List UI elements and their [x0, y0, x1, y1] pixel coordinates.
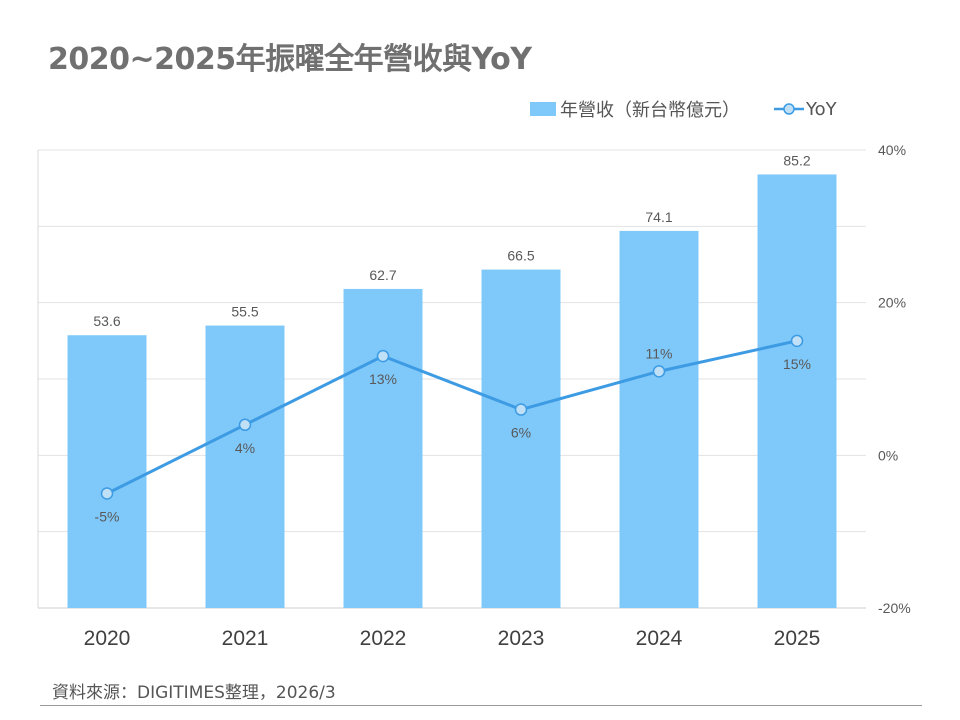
legend-item-revenue: 年營收（新台幣億元） [530, 96, 740, 122]
yoy-label-2023: 6% [511, 425, 531, 441]
yoy-point-2021 [238, 418, 252, 432]
bar-2022 [343, 288, 423, 608]
legend-label-revenue: 年營收（新台幣億元） [560, 100, 740, 121]
bar-label-2025: 85.2 [783, 152, 810, 168]
y-right-tick-label-3: 40% [878, 142, 906, 158]
x-tick-label-2023: 2023 [498, 627, 545, 650]
yoy-label-2025: 15% [783, 356, 811, 372]
yoy-point-2023 [514, 403, 528, 416]
bar-label-2024: 74.1 [645, 209, 672, 225]
x-tick-label-2024: 2024 [636, 627, 683, 650]
legend-item-yoy: YoY [774, 99, 837, 120]
x-tick-label-2022: 2022 [360, 627, 407, 650]
bar-2020 [67, 335, 147, 608]
chart-title: 2020~2025年振曜全年營收與YoY [48, 42, 532, 77]
bar-2025 [757, 174, 837, 608]
legend-swatch-line [774, 103, 804, 115]
yoy-label-2024: 11% [646, 345, 673, 361]
bar-label-2020: 53.6 [93, 313, 120, 329]
yoy-label-2021: 4% [235, 440, 255, 456]
yoy-point-2025 [790, 334, 804, 348]
legend-swatch-bar [530, 102, 556, 116]
source-note: 資料來源：DIGITIMES整理，2026/3 [52, 683, 336, 703]
x-tick-label-2021: 2021 [222, 627, 269, 650]
yoy-point-2020 [100, 487, 114, 500]
yoy-label-2022: 13% [369, 371, 397, 387]
yoy-line [106, 339, 798, 495]
legend-label-yoy: YoY [806, 98, 837, 120]
bar-2024 [619, 230, 699, 608]
y-right-tick-label-0: -20% [878, 600, 911, 616]
footer-divider [40, 705, 922, 706]
bar-label-2021: 55.5 [231, 304, 258, 320]
yoy-label-2020: -5% [95, 509, 120, 525]
chart-legend: 年營收（新台幣億元） YoY [530, 96, 837, 122]
x-tick-label-2025: 2025 [774, 627, 821, 650]
bar-2023 [481, 269, 561, 608]
y-right-tick-label-1: 0% [878, 447, 898, 463]
bar-label-2022: 62.7 [369, 267, 396, 283]
yoy-point-2024 [652, 365, 666, 378]
y-right-tick-label-2: 20% [878, 295, 906, 311]
x-tick-label-2020: 2020 [84, 627, 131, 650]
bar-2021 [205, 325, 285, 608]
yoy-point-2022 [376, 349, 390, 363]
bar-label-2023: 66.5 [507, 248, 534, 264]
